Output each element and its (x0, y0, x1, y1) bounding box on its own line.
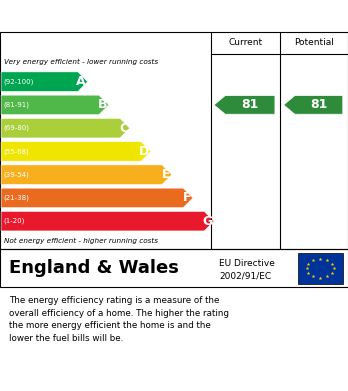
Text: C: C (119, 122, 128, 135)
Text: 2002/91/EC: 2002/91/EC (219, 271, 271, 280)
Text: Current: Current (228, 38, 262, 47)
Polygon shape (1, 212, 214, 231)
Text: Very energy efficient - lower running costs: Very energy efficient - lower running co… (4, 59, 158, 65)
Text: Not energy efficient - higher running costs: Not energy efficient - higher running co… (4, 238, 158, 244)
Text: (1-20): (1-20) (3, 218, 25, 224)
Text: 81: 81 (242, 99, 259, 111)
Polygon shape (1, 118, 130, 138)
Polygon shape (1, 72, 88, 91)
Text: Potential: Potential (294, 38, 334, 47)
Text: D: D (139, 145, 149, 158)
Text: EU Directive: EU Directive (219, 259, 275, 268)
Polygon shape (1, 142, 151, 161)
Polygon shape (214, 96, 275, 114)
Text: 81: 81 (310, 99, 327, 111)
Text: B: B (97, 99, 107, 111)
Text: (81-91): (81-91) (3, 102, 30, 108)
Text: England & Wales: England & Wales (9, 259, 179, 277)
Bar (298, 253, 343, 284)
Text: (55-68): (55-68) (3, 148, 29, 155)
Text: A: A (76, 75, 86, 88)
Text: (39-54): (39-54) (3, 171, 29, 178)
Text: Energy Efficiency Rating: Energy Efficiency Rating (9, 9, 219, 24)
Polygon shape (284, 96, 343, 114)
Text: (21-38): (21-38) (3, 195, 29, 201)
Polygon shape (1, 95, 109, 115)
Text: (92-100): (92-100) (3, 79, 34, 85)
Polygon shape (1, 188, 193, 208)
Polygon shape (1, 165, 172, 185)
Text: F: F (183, 192, 191, 204)
Text: (69-80): (69-80) (3, 125, 30, 131)
Text: The energy efficiency rating is a measure of the
overall efficiency of a home. T: The energy efficiency rating is a measur… (9, 296, 229, 343)
Text: G: G (202, 215, 212, 228)
Text: E: E (161, 168, 170, 181)
